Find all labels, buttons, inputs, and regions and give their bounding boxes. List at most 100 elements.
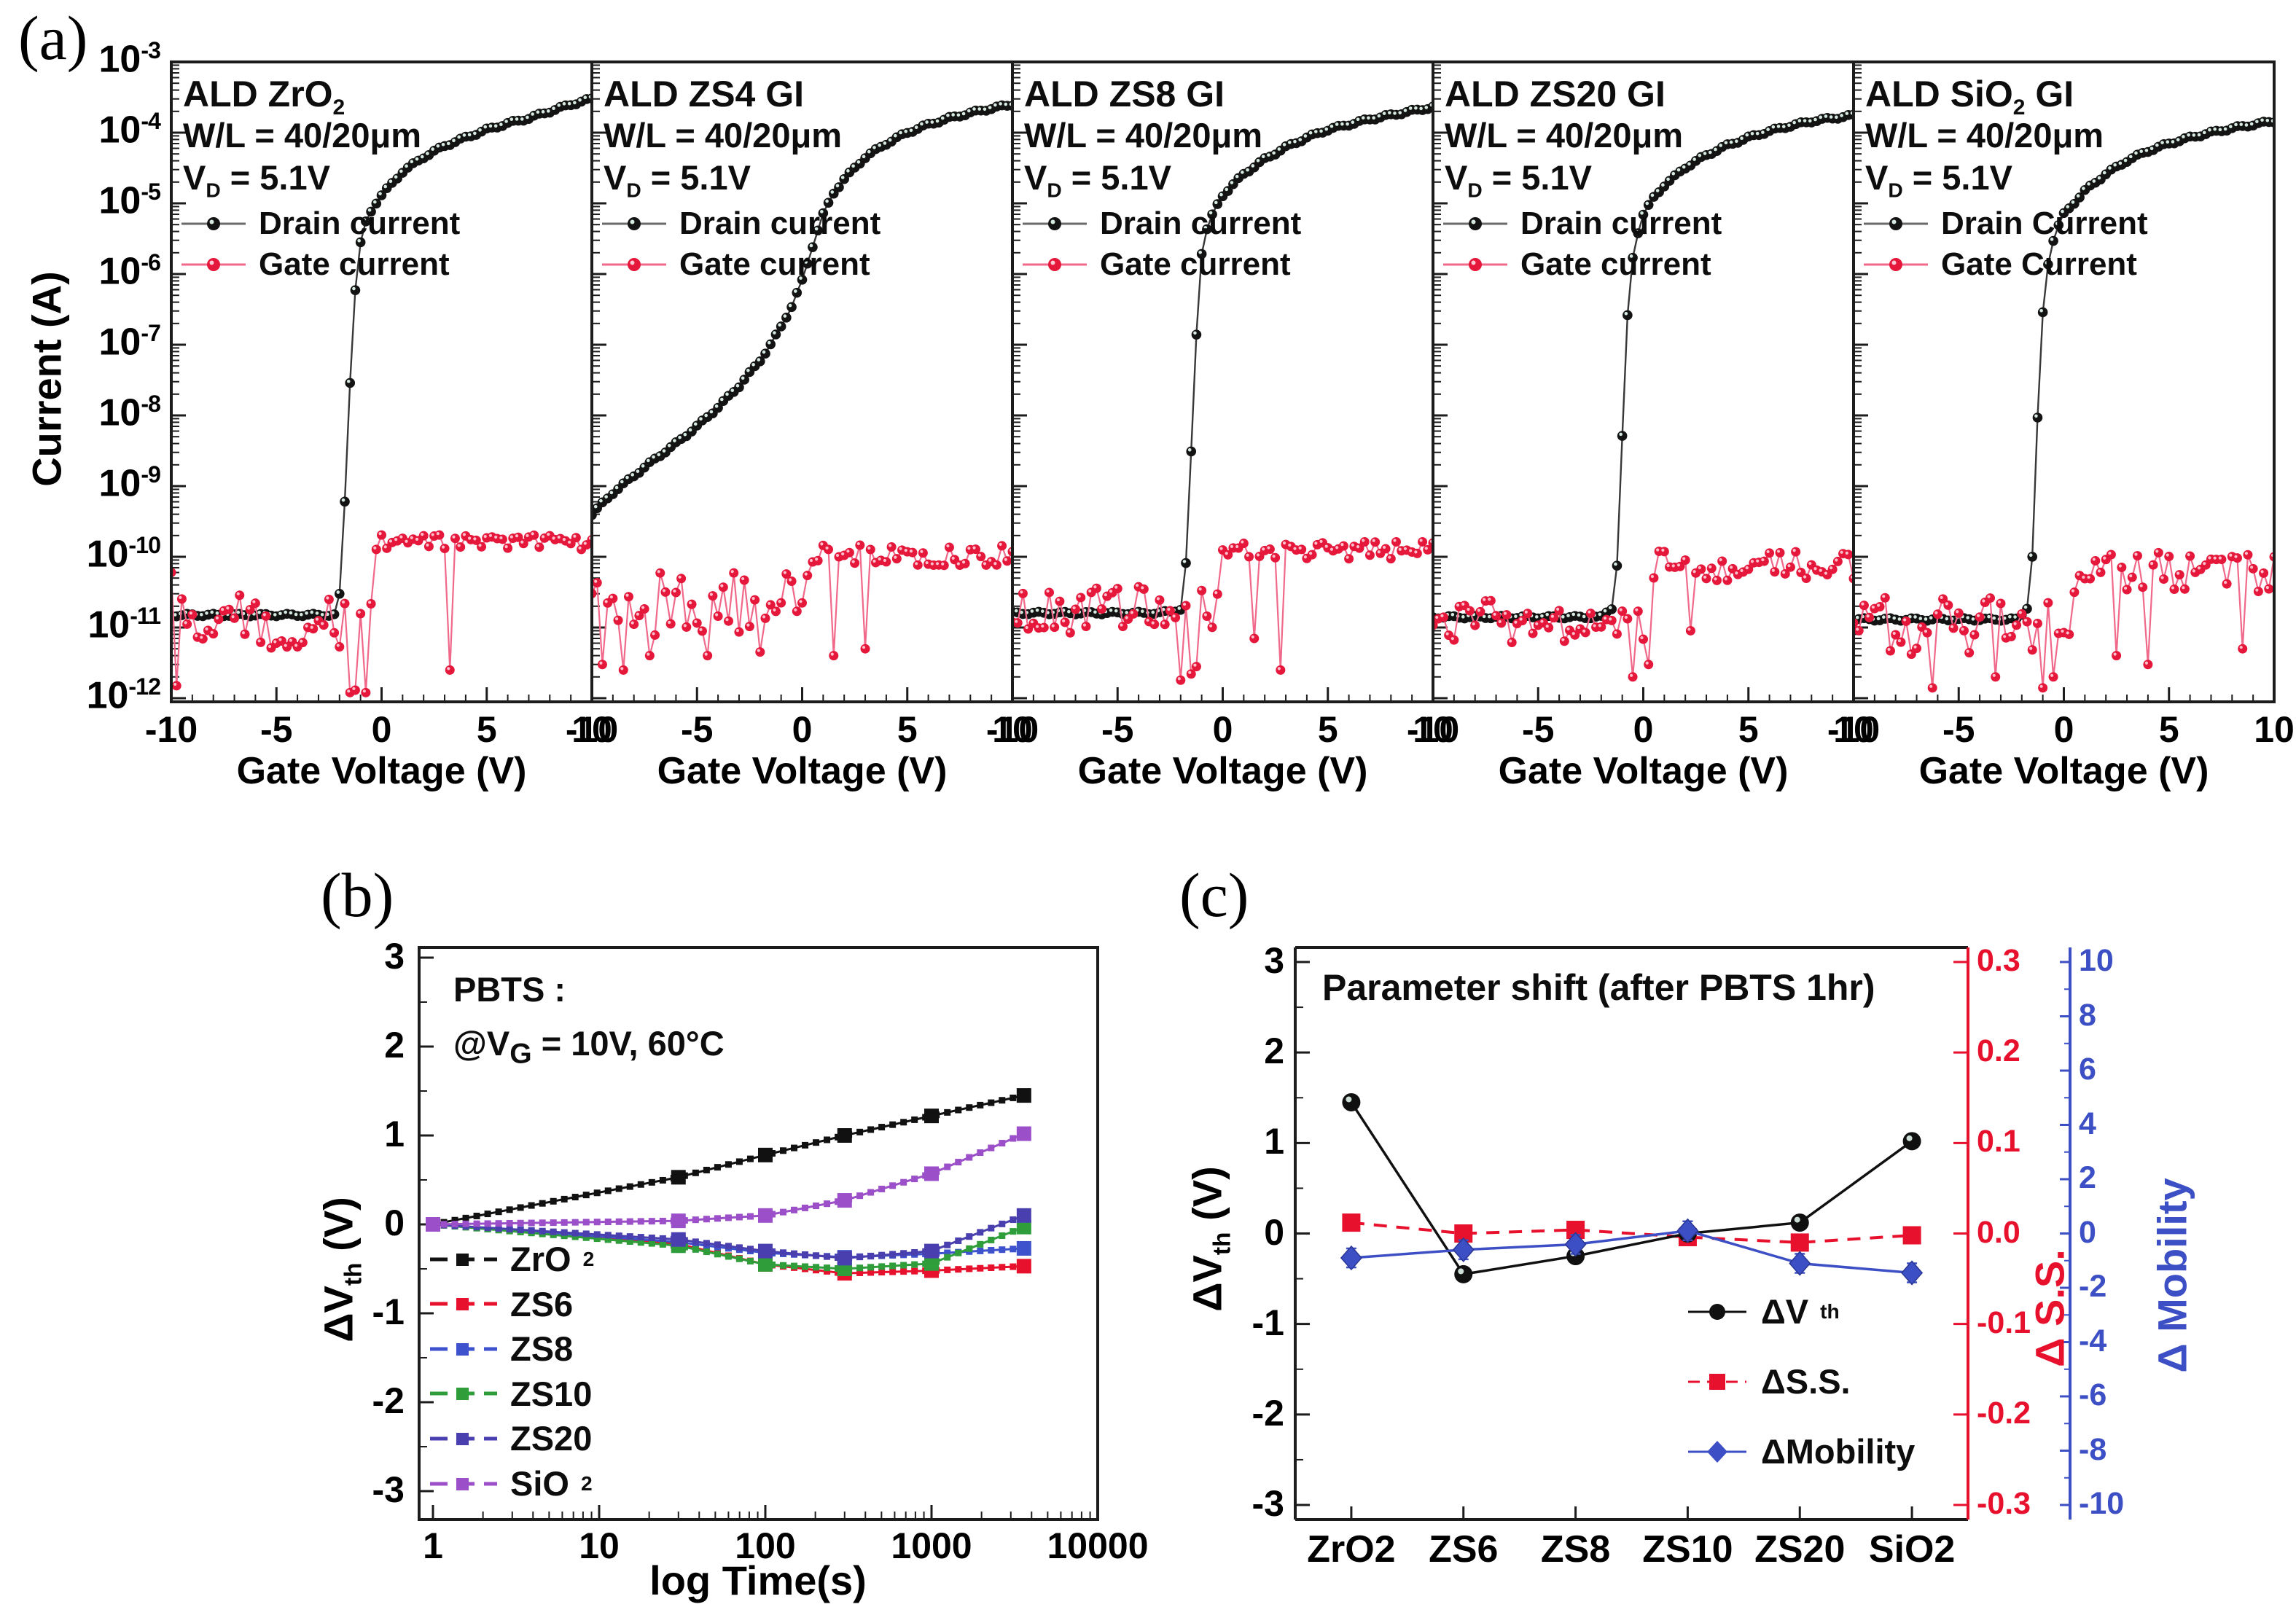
panel-a-x-axis-title: Gate Voltage (V) <box>236 750 527 792</box>
series-point-small <box>1010 1263 1017 1270</box>
series-point-small <box>791 1262 798 1270</box>
x-axis-tick-label: 10 <box>1413 709 1453 750</box>
series-point-small <box>637 1181 644 1188</box>
x-axis-tick-label: 0 <box>792 709 813 750</box>
series-point-small <box>637 1218 644 1225</box>
series-point-small <box>889 1262 897 1270</box>
series-point-small <box>900 1250 907 1257</box>
series-point-small <box>593 1219 601 1226</box>
series-point-small <box>867 1189 875 1196</box>
panel-c-blue-tick-label: -2 <box>2079 1269 2107 1304</box>
panel-a-drain-voltage: VD = 5.1V <box>1865 158 2012 202</box>
series-line-dvth <box>1350 1101 1913 1276</box>
legend-marker-dmob <box>1688 1440 1746 1463</box>
series-point-small <box>517 1219 524 1227</box>
series-point-small <box>1010 1094 1017 1101</box>
series-point-small <box>571 1233 579 1240</box>
series-point-small <box>604 1187 612 1195</box>
panel-c-left-tick-label: 2 <box>1264 1031 1284 1072</box>
panel-c-red-tick-label: 0.1 <box>1977 1124 2020 1160</box>
x-axis-tick-label: -10 <box>985 709 1039 750</box>
series-point-small <box>561 1229 568 1236</box>
series-point-small <box>889 1121 897 1128</box>
panel-b-y-tick-label: -1 <box>372 1291 405 1332</box>
series-point-small <box>944 1109 951 1116</box>
series-point-small <box>735 1244 743 1251</box>
panel-c-red-tick-label: 0.2 <box>1977 1033 2020 1069</box>
y-axis-tick-label: 10-4 <box>98 108 161 152</box>
panel-b-legend-item: ZS20 <box>429 1418 604 1458</box>
series-point-small <box>725 1161 732 1168</box>
panel-a-legend-item: Gate current <box>1021 246 1291 283</box>
panel-a-legend-item: Gate current <box>1442 246 1711 283</box>
panel-b-y-tick-label: 2 <box>384 1025 405 1066</box>
series-point-small <box>517 1226 524 1233</box>
panel-b-x-axis-title: log Time(s) <box>649 1557 867 1603</box>
gate-current-point <box>593 589 597 598</box>
series-point-small <box>791 1144 798 1152</box>
series-point-small <box>506 1219 513 1227</box>
series-point <box>924 1109 939 1124</box>
x-axis-tick-label: -10 <box>565 709 619 750</box>
series-point <box>1016 1219 1031 1235</box>
series-point-small <box>462 1220 469 1227</box>
panel-b-y-tick-label: 3 <box>384 936 405 977</box>
series-point-small <box>955 1237 962 1244</box>
series-point-small <box>506 1206 513 1213</box>
series-point-small <box>824 1136 831 1143</box>
x-axis-tick-label: 5 <box>2158 709 2179 750</box>
panel-c-blue-tick-label: -6 <box>2079 1377 2107 1412</box>
series-point-small <box>659 1235 666 1242</box>
legend-marker-dvth <box>1688 1303 1746 1320</box>
series-point <box>1016 1259 1031 1274</box>
series-point-small <box>703 1166 710 1173</box>
series-point-small <box>692 1246 699 1253</box>
panel-b-cond2-sub: G <box>509 1038 532 1070</box>
series-point-small <box>977 1101 984 1109</box>
series-point-small <box>802 1204 809 1211</box>
panel-b-legend-item: ZrO 2 <box>429 1239 594 1279</box>
series-point-small <box>779 1249 786 1256</box>
panel-c-left-tick-label: 3 <box>1264 939 1284 981</box>
gate-current-point <box>1855 618 1859 627</box>
panel-a-curves-1 <box>593 100 1011 675</box>
series-point-small <box>966 1233 973 1240</box>
panel-b-y-tick-label: 0 <box>384 1203 405 1243</box>
panel-c-blue-tick-label: 8 <box>2079 997 2096 1033</box>
series-point-small <box>966 1245 973 1252</box>
gate-current-point <box>173 568 176 577</box>
series-point-small <box>944 1249 951 1256</box>
y-axis-tick-label: 10-3 <box>98 37 161 81</box>
panel-a-drain-voltage: VD = 5.1V <box>183 158 330 202</box>
x-axis-tick-label: -10 <box>1406 709 1460 750</box>
x-axis-tick-label: 10 <box>992 709 1033 750</box>
series-point <box>924 1166 939 1181</box>
series-point <box>426 1217 440 1232</box>
legend-marker-ZS6 <box>430 1298 497 1311</box>
panel-a-legend-item: Gate Current <box>1862 246 2137 283</box>
y-axis-tick-label: 10-12 <box>86 673 161 717</box>
panel-a-title: ALD SiO2 GI <box>1865 74 2074 120</box>
panel-b-cond2-tail: = 10V, 60°C <box>531 1024 725 1063</box>
series-point-small <box>714 1241 721 1248</box>
series-point-small <box>506 1225 513 1232</box>
series-point-small <box>692 1216 699 1224</box>
dss-point <box>1790 1233 1809 1252</box>
y-axis-tick-label: 10-11 <box>87 603 161 646</box>
series-point-small <box>484 1224 491 1232</box>
series-point-small <box>779 1208 786 1216</box>
series-point-small <box>988 1144 995 1152</box>
series-point-small <box>615 1185 622 1192</box>
y-axis-tick-label: 10-7 <box>98 320 161 364</box>
series-point-small <box>528 1202 535 1209</box>
series-point-small <box>746 1257 754 1264</box>
panel-b-y-title-sub: th <box>340 1262 367 1286</box>
panel-c-category-label: SiO2 <box>1868 1528 1956 1571</box>
series-point <box>1016 1208 1031 1223</box>
series-point-small <box>977 1229 984 1236</box>
x-axis-tick-label: 5 <box>1317 709 1338 750</box>
series-point-small <box>593 1235 601 1243</box>
series-point-small <box>791 1250 798 1257</box>
panel-c-left-tick-label: 1 <box>1264 1121 1284 1162</box>
x-axis-tick-label: -5 <box>260 709 293 750</box>
